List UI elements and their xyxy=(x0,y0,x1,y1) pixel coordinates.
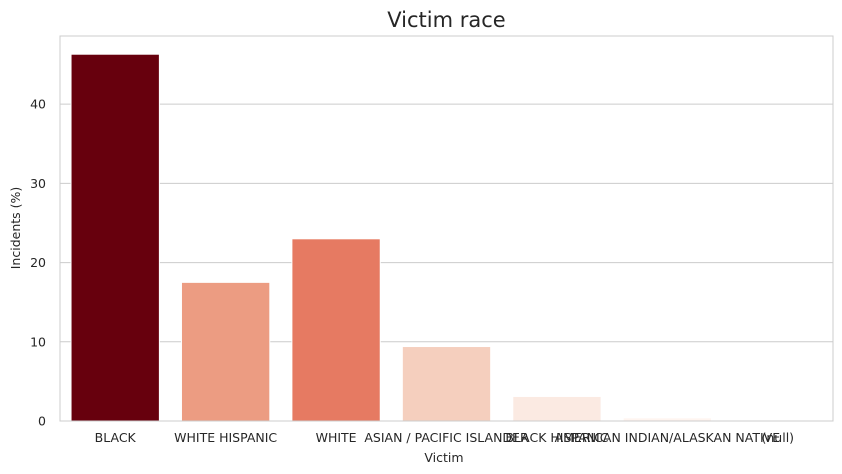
y-axis-label: Incidents (%) xyxy=(8,187,23,270)
plot-frame xyxy=(59,35,834,422)
x-tick-label: (null) xyxy=(762,430,795,445)
y-tick-label: 20 xyxy=(30,255,46,270)
x-tick-label: BLACK xyxy=(95,430,137,445)
y-tick-labels: 0 10 20 30 40 xyxy=(30,97,46,429)
x-axis-label: Victim xyxy=(424,450,463,465)
bar xyxy=(70,53,160,422)
chart-title: Victim race xyxy=(387,8,505,32)
bar xyxy=(401,346,492,422)
x-tick-label: WHITE xyxy=(316,430,357,445)
y-tick-label: 10 xyxy=(30,334,46,349)
bars xyxy=(70,53,823,422)
bar xyxy=(512,395,602,422)
y-tick-label: 40 xyxy=(30,97,46,112)
y-tick-label: 30 xyxy=(30,176,46,191)
x-tick-label: ASIAN / PACIFIC ISLANDER xyxy=(364,430,529,445)
x-tick-label: WHITE HISPANIC xyxy=(174,430,277,445)
bar xyxy=(291,238,381,422)
y-tick-label: 0 xyxy=(38,414,46,429)
x-tick-label: AMERICAN INDIAN/ALASKAN NATIVE xyxy=(555,430,781,445)
x-tick-label: BLACK HISPANIC xyxy=(505,430,608,445)
bar xyxy=(180,281,271,422)
x-tick-labels: BLACK WHITE HISPANIC WHITE ASIAN / PACIFIC … xyxy=(95,430,794,445)
